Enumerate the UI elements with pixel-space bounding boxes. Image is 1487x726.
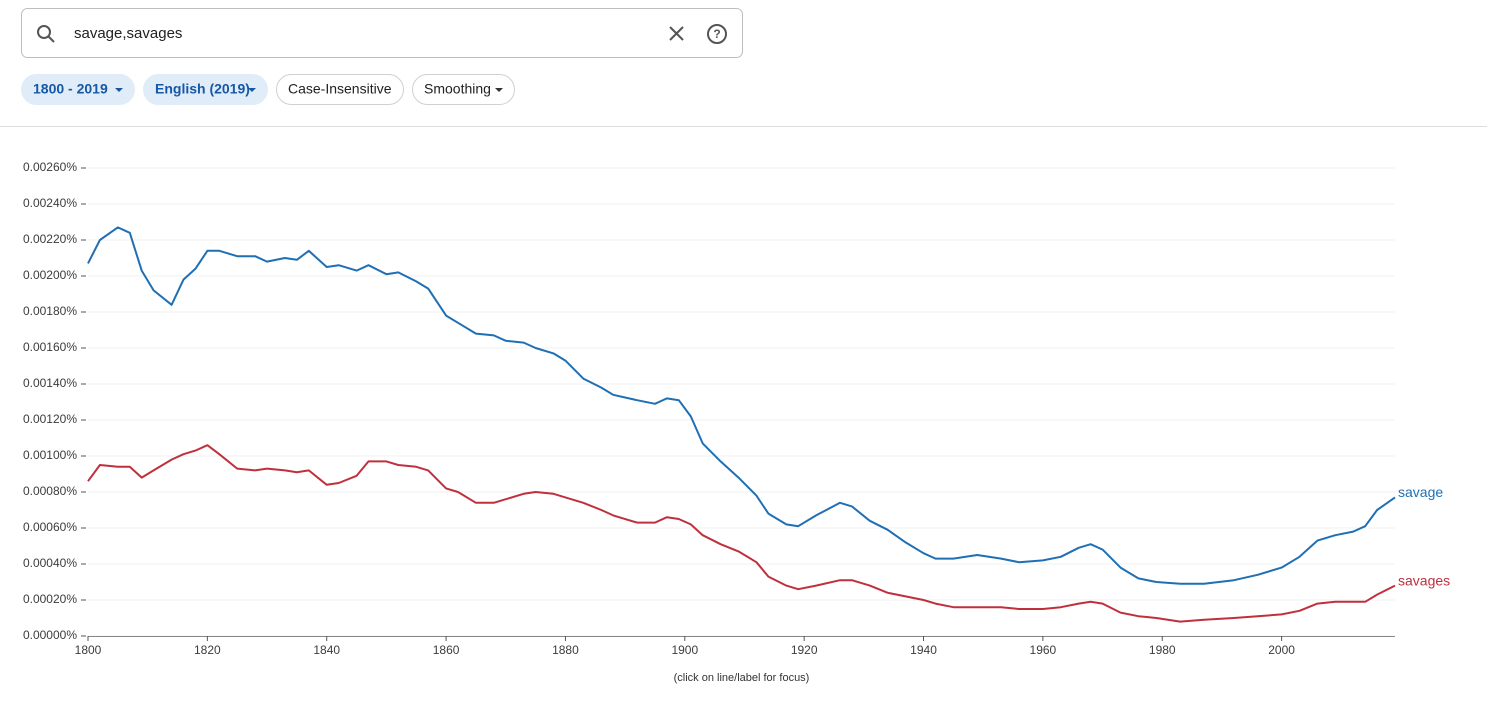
y-tick-label: 0.00200% xyxy=(23,268,77,282)
chip-background xyxy=(143,74,268,105)
filter-chips: 1800 - 2019 English (2019) Case-Insensitiv… xyxy=(21,74,515,105)
chip-label: English (2019) xyxy=(155,81,250,97)
dropdown-arrow xyxy=(115,88,123,92)
x-tick-label: 2000 xyxy=(1268,643,1295,657)
x-tick-label: 1860 xyxy=(433,643,460,657)
y-tick-label: 0.00060% xyxy=(23,520,77,534)
filter-chip[interactable]: English (2019) xyxy=(143,74,268,105)
x-tick-label: 1880 xyxy=(552,643,579,657)
search-box[interactable] xyxy=(21,8,743,58)
chip-label: Case-Insensitive xyxy=(288,81,392,97)
chip-background xyxy=(412,74,515,105)
y-tick-label: 0.00040% xyxy=(23,556,77,570)
filter-chip[interactable]: 1800 - 2019 xyxy=(21,74,135,105)
y-tick-label: 0.00120% xyxy=(23,412,77,426)
dropdown-arrow xyxy=(495,88,503,92)
search-icon[interactable] xyxy=(37,25,55,43)
svg-text:?: ? xyxy=(713,27,720,41)
chip-background xyxy=(21,74,135,105)
x-tick-label: 1920 xyxy=(791,643,818,657)
y-tick-label: 0.00080% xyxy=(23,484,77,498)
y-tick-label: 0.00260% xyxy=(23,160,77,174)
series-label[interactable]: savage xyxy=(1398,484,1443,500)
series-label[interactable]: savages xyxy=(1398,572,1450,588)
x-tick-label: 1800 xyxy=(75,643,102,657)
y-tick-label: 0.00140% xyxy=(23,376,77,390)
series-line[interactable] xyxy=(87,226,1396,585)
dropdown-arrow xyxy=(248,88,256,92)
chip-label: 1800 - 2019 xyxy=(33,81,108,97)
search-input[interactable]: savage,savages xyxy=(74,25,182,42)
y-tick-label: 0.00000% xyxy=(23,628,77,642)
y-tick-label: 0.00240% xyxy=(23,196,77,210)
x-tick-label: 1980 xyxy=(1149,643,1176,657)
clear-button[interactable] xyxy=(669,26,684,41)
x-tick-label: 1820 xyxy=(194,643,221,657)
chip-background xyxy=(276,74,404,105)
x-tick-label: 1960 xyxy=(1030,643,1057,657)
y-tick-label: 0.00160% xyxy=(23,340,77,354)
filter-chip[interactable]: Smoothing xyxy=(412,74,515,105)
chart-note: (click on line/label for focus) xyxy=(674,672,810,684)
x-tick-label: 1840 xyxy=(313,643,340,657)
filter-chip[interactable]: Case-Insensitive xyxy=(276,74,404,105)
series-line[interactable] xyxy=(87,444,1396,623)
chart: 0.00000% 0.00020% 0.00040% 0.00060% 0.00080%… xyxy=(23,160,1450,684)
y-tick-label: 0.00100% xyxy=(23,448,77,462)
x-tick-label: 1900 xyxy=(671,643,698,657)
y-tick-label: 0.00180% xyxy=(23,304,77,318)
x-tick-label: 1940 xyxy=(910,643,937,657)
help-button[interactable]: ? xyxy=(707,24,727,44)
y-tick-label: 0.00020% xyxy=(23,592,77,606)
chip-label: Smoothing xyxy=(424,81,491,97)
y-tick-label: 0.00220% xyxy=(23,232,77,246)
